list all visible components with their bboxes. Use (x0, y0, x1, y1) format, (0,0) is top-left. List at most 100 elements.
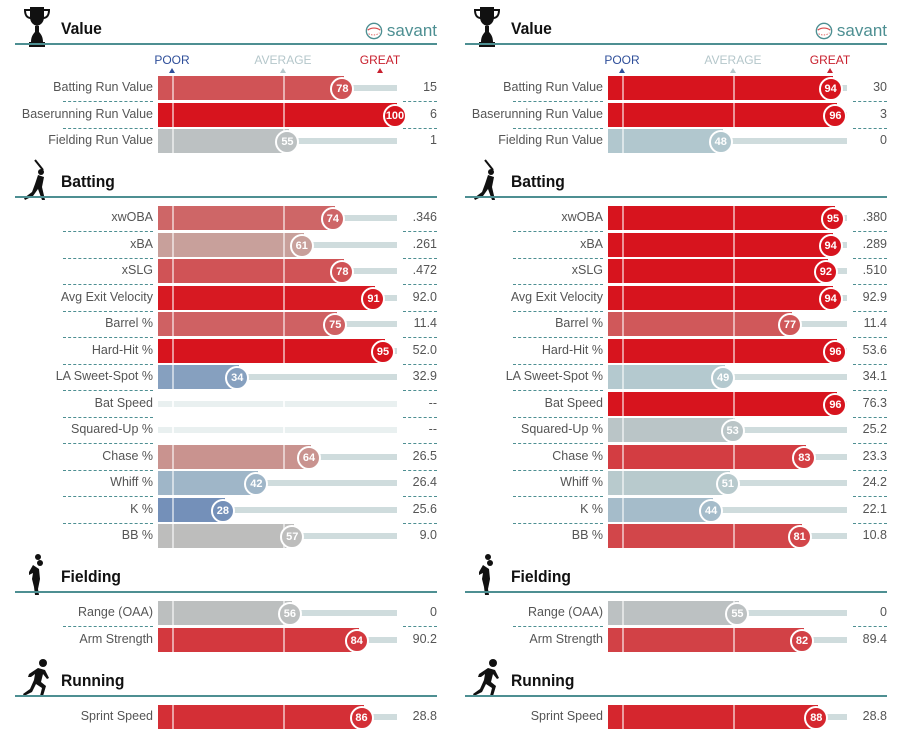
percentile-bar[interactable] (158, 627, 359, 652)
percentile-badge[interactable]: 95 (371, 339, 396, 364)
percentile-badge[interactable]: 84 (344, 628, 369, 653)
percentile-bar[interactable] (608, 232, 833, 257)
percentile-bar[interactable] (158, 444, 311, 469)
percentile-bar[interactable] (608, 129, 723, 153)
metric-row: xBA 61 .261 (15, 232, 437, 258)
metric-value: 3 (880, 106, 887, 121)
percentile-bar[interactable] (608, 524, 802, 548)
percentile-badge[interactable]: 94 (818, 286, 843, 311)
percentile-badge[interactable]: 96 (823, 392, 848, 417)
gridline-average (283, 285, 285, 310)
metric-row: BB % 57 9.0 (15, 524, 437, 549)
percentile-badge[interactable]: 96 (823, 103, 848, 128)
percentile-badge[interactable]: 34 (225, 366, 250, 390)
percentile-bar[interactable] (158, 285, 376, 310)
percentile-bar[interactable] (608, 705, 819, 729)
percentile-badge[interactable]: 78 (330, 77, 355, 101)
percentile-bar[interactable] (608, 206, 836, 230)
percentile-bar[interactable] (608, 444, 807, 469)
percentile-badge[interactable]: 28 (210, 498, 235, 523)
percentile-bar[interactable] (158, 76, 345, 100)
percentile-badge[interactable]: 95 (821, 207, 846, 231)
metric-row: Arm Strength 82 89.4 (465, 627, 887, 653)
percentile-bar[interactable] (158, 129, 290, 153)
row-divider (403, 101, 437, 102)
gridline-poor (622, 338, 624, 363)
metric-label: xSLG (121, 263, 153, 277)
percentile-badge[interactable]: 82 (789, 628, 814, 653)
savant-brand[interactable]: savant (815, 21, 887, 41)
percentile-badge[interactable]: 94 (818, 233, 843, 258)
percentile-badge[interactable]: 91 (361, 286, 386, 311)
scale-marker-average (280, 68, 286, 73)
percentile-bar[interactable] (608, 418, 735, 442)
percentile-badge[interactable]: 77 (778, 313, 803, 337)
percentile-bar[interactable] (608, 627, 804, 652)
percentile-bar[interactable] (158, 102, 397, 127)
metric-label: xBA (130, 236, 153, 251)
percentile-badge[interactable]: 57 (280, 525, 305, 549)
gridline-poor (172, 365, 174, 389)
percentile-bar[interactable] (158, 601, 292, 625)
gridline-poor (622, 365, 624, 389)
percentile-badge[interactable]: 94 (818, 77, 843, 101)
percentile-badge[interactable]: 81 (787, 525, 812, 549)
percentile-bar[interactable] (608, 601, 740, 625)
row-divider (63, 337, 153, 338)
row-divider (513, 469, 603, 471)
percentile-bar[interactable] (158, 524, 295, 548)
percentile-bar[interactable] (158, 232, 304, 257)
metric-row: Avg Exit Velocity 94 92.9 (465, 285, 887, 311)
gridline-poor (172, 601, 174, 625)
percentile-bar[interactable] (158, 705, 364, 729)
percentile-badge[interactable]: 75 (323, 313, 348, 337)
gridline-poor (172, 391, 174, 416)
percentile-badge[interactable]: 55 (725, 602, 750, 626)
percentile-badge[interactable]: 86 (349, 706, 374, 730)
gridline-average (283, 206, 285, 230)
percentile-bar[interactable] (158, 471, 259, 495)
metric-row: Chase % 83 23.3 (465, 444, 887, 470)
percentile-bar[interactable] (608, 471, 730, 495)
percentile-bar[interactable] (158, 312, 338, 336)
percentile-badge[interactable]: 92 (813, 260, 838, 284)
percentile-badge[interactable]: 83 (792, 445, 817, 470)
section-title: Fielding (511, 567, 571, 586)
percentile-badge[interactable]: 78 (330, 260, 355, 284)
percentile-bar[interactable] (608, 102, 838, 127)
section-divider (15, 695, 437, 697)
percentile-bar[interactable] (608, 365, 726, 389)
percentile-bar[interactable] (158, 259, 345, 283)
gridline-average (733, 444, 735, 469)
percentile-badge[interactable]: 44 (699, 498, 724, 523)
percentile-badge[interactable]: 51 (715, 472, 740, 496)
percentile-bar[interactable] (158, 206, 335, 230)
percentile-badge[interactable]: 74 (320, 207, 345, 231)
percentile-bar[interactable] (608, 497, 714, 522)
percentile-badge[interactable]: 55 (275, 130, 300, 154)
percentile-badge[interactable]: 49 (711, 366, 736, 390)
percentile-badge[interactable]: 42 (244, 472, 269, 496)
percentile-badge[interactable]: 56 (277, 602, 302, 626)
percentile-bar[interactable] (608, 76, 833, 100)
metric-value: 15 (423, 80, 437, 94)
percentile-badge[interactable]: 48 (708, 130, 733, 154)
percentile-badge[interactable]: 88 (804, 706, 829, 730)
percentile-badge[interactable]: 96 (823, 339, 848, 364)
percentile-badge[interactable]: 100 (383, 103, 407, 128)
percentile-bar[interactable] (608, 259, 828, 283)
percentile-badge[interactable]: 64 (296, 445, 321, 470)
percentile-badge[interactable]: 53 (720, 419, 745, 443)
savant-brand[interactable]: savant (365, 21, 437, 41)
metric-row: Whiff % 51 24.2 (465, 471, 887, 496)
metric-label: Avg Exit Velocity (510, 289, 603, 304)
row-divider (403, 390, 437, 391)
percentile-badge[interactable]: 61 (289, 233, 314, 258)
percentile-bar[interactable] (608, 285, 833, 310)
percentile-bar[interactable] (158, 338, 386, 363)
percentile-bar[interactable] (608, 338, 838, 363)
percentile-bar[interactable] (608, 312, 793, 336)
percentile-bar[interactable] (608, 391, 838, 416)
metric-row: Squared-Up % -- (15, 418, 437, 442)
gridline-average (283, 102, 285, 127)
